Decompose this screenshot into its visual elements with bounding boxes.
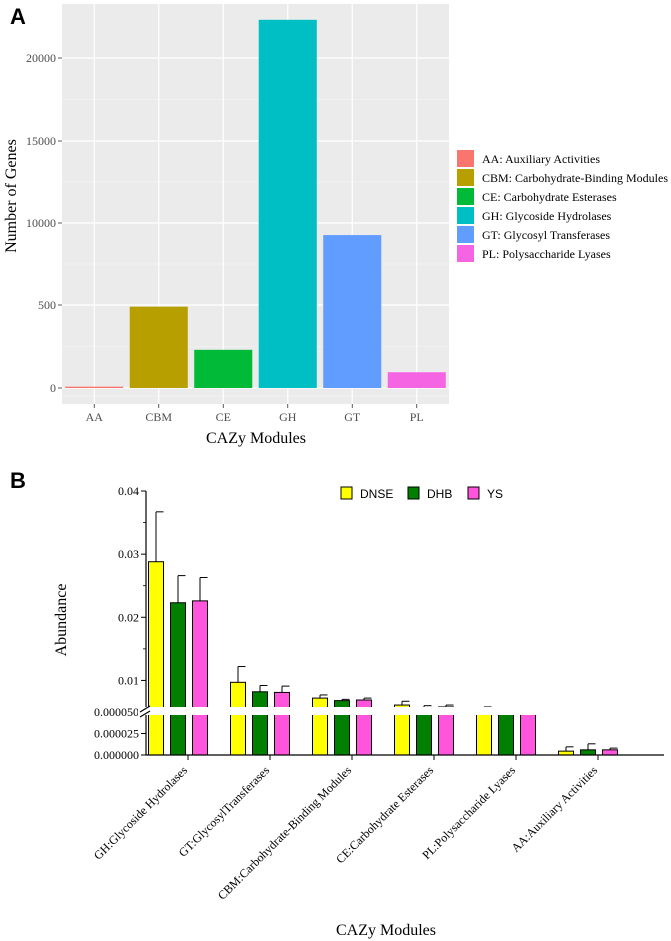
panel-a-y-tick-label: 15000 [26,134,56,148]
panel-b-x-tick-label: PL:Polysaccharide Lyases [419,763,518,862]
panel-b-bar-dnse-gh [148,561,164,756]
panel-a-legend-label: AA: Auxiliary Activities [482,152,600,166]
panel-a-x-tick-label: CBM [145,410,172,424]
panel-b-legend-label: YS [487,487,503,501]
panel-b-y-tick-label: 0.01 [118,673,139,687]
panel-a-x-axis-title: CAZy Modules [206,430,306,447]
panel-a-label: A [10,4,26,29]
panel-b-bar-dhb-gt [252,691,268,756]
panel-b-legend-label: DHB [427,487,452,501]
panel-b-x-tick-label: GH:Glycoside Hydrolases [91,763,190,862]
panel-b-bar-dnse-cbm [312,697,328,756]
panel-a-legend-label: GT: Glycosyl Transferases [482,228,610,242]
panel-a-y-tick-label: 500 [38,298,56,312]
panel-b-axis-break-mark [139,705,151,713]
panel-a-bar-ce [194,349,253,388]
panel-b-y-tick-label: 0.04 [118,484,139,498]
panel-b-legend-swatch-dhb [407,486,420,500]
panel-a-legend-swatch-gh [457,207,474,224]
panel-b-x-tick-label: GT:GlycosylTransferases [176,763,273,860]
panel-a-bar-aa [65,386,124,388]
panel-b-bar-dnse-gt [230,681,246,756]
panel-a-legend-swatch-ce [457,188,474,205]
panel-b-axis-break-band [138,707,664,715]
panel-a-legend-label: GH: Glycoside Hydrolases [482,209,612,223]
panel-b-bar-dhb-pl [498,710,514,756]
panel-a-bar-gt [323,235,382,388]
panel-a-chart: 0 500 10000 15000 20000 AA CBM CE GH GT PL CAZy M… [3,4,668,447]
panel-a-y-tick-label: 0 [50,381,56,395]
panel-a-x-tick-label: CE [216,410,231,424]
panel-a-x-tick-label: GT [344,410,361,424]
panel-a-legend-label: CE: Carbohydrate Esterases [482,190,617,204]
panel-b-legend-swatch-dnse [340,486,353,500]
panel-b-y-tick-label: 0.000050 [94,705,139,719]
panel-b-y-axis-title: Abundance [53,584,70,657]
panel-a-y-tick-label: 10000 [26,216,56,230]
panel-b-x-tick-label: AA:Auxiliary Activities [508,763,600,855]
panel-b-y-tick-label: 0.02 [118,610,139,624]
panel-a-legend-swatch-pl [457,245,474,262]
panel-a-legend-label: PL: Polysaccharide Lyases [482,247,611,261]
panel-a-legend-label: CBM: Carbohydrate-Binding Modules [482,171,668,185]
panel-b-bar-ys-aa [602,749,618,756]
panel-b-bar-ys-gt [274,691,290,756]
panel-b-y-tick-label: 0.000025 [94,727,139,741]
panel-a-x-tick-label: PL [410,410,424,424]
panel-b-legend-label: DNSE [360,487,393,501]
panel-a-legend-swatch-aa [457,150,474,167]
panel-a-legend-swatch-cbm [457,169,474,186]
panel-b-legend-swatch-ys [467,486,480,500]
panel-a-x-tick-label: GH [279,410,297,424]
panel-a-legend-swatch-gt [457,226,474,243]
panel-b-bar-dhb-gh [170,602,186,756]
panel-a-legend: AA: Auxiliary Activities CBM: Carbohydrat… [457,150,668,262]
panel-b-y-tick-label: 0.000000 [94,748,139,762]
panel-b-axis-break-mark [139,710,151,718]
panel-b-legend: DNSE DHB YS [340,486,503,501]
panel-b-y-tick-label: 0.03 [118,547,139,561]
panel-b-bar-ys-pl [520,710,536,756]
panel-b-label: B [10,468,26,493]
panel-b-x-tick-label: CBM:Carbohydrate-Binding Modules [215,763,355,903]
panel-a-x-tick-label: AA [86,410,104,424]
panel-b-bar-dhb-aa [580,749,596,756]
panel-a-bar-cbm [129,306,188,388]
panel-b-bar-ys-gh [192,600,208,756]
panel-b-x-axis-title: CAZy Modules [336,922,436,939]
panel-a-bar-gh [258,19,317,388]
panel-a-y-axis-title: Number of Genes [3,139,20,253]
panel-a-plot-background [62,4,449,404]
panel-b-bar-dnse-pl [476,708,492,756]
panel-b-chart: 0.000000 0.000025 0.000050 0.01 0.02 0.03 0.04… [53,484,664,939]
panel-a-bar-pl [387,372,446,388]
panel-a-y-tick-label: 20000 [26,51,56,65]
